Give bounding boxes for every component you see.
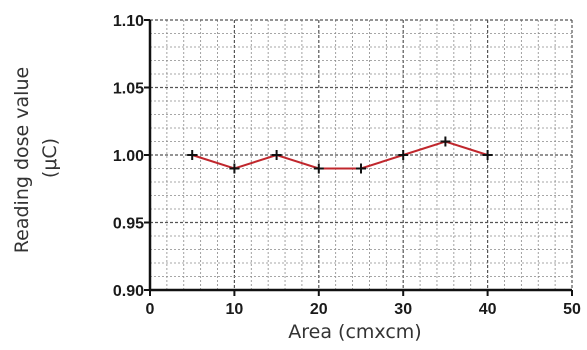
grid: [150, 19, 573, 290]
data-point: [356, 163, 366, 174]
x-tick-label: 50: [563, 301, 581, 318]
x-axis-title: Area (cmxcm): [288, 321, 421, 343]
x-tick-label: 40: [479, 301, 497, 318]
y-tick-label: 1.00: [113, 148, 144, 165]
y-tick-label: 0.90: [113, 283, 144, 300]
series-line: [191, 140, 488, 170]
data-point: [440, 136, 451, 147]
y-tick-label: 1.10: [113, 13, 144, 30]
x-tick-label: 0: [146, 301, 155, 318]
data-point: [482, 150, 493, 160]
y-axis-title: Reading dose value: [11, 67, 33, 253]
axes: [144, 19, 573, 296]
x-tick-label: 10: [226, 301, 244, 318]
data-point: [398, 150, 409, 160]
y-tick-label: 0.95: [113, 216, 144, 233]
data-point: [313, 163, 324, 174]
data-point: [271, 150, 282, 160]
x-tick-label: 30: [394, 301, 412, 318]
y-axis-unit: (μC): [39, 138, 61, 178]
data-point: [187, 150, 198, 160]
tick-labels: 0.90 0.95 1.00 1.05 1.10 0 10 20 30 40 50: [113, 13, 581, 318]
x-tick-label: 20: [310, 301, 328, 318]
series: [187, 136, 493, 174]
data-point: [229, 163, 240, 174]
y-tick-label: 1.05: [113, 81, 144, 98]
